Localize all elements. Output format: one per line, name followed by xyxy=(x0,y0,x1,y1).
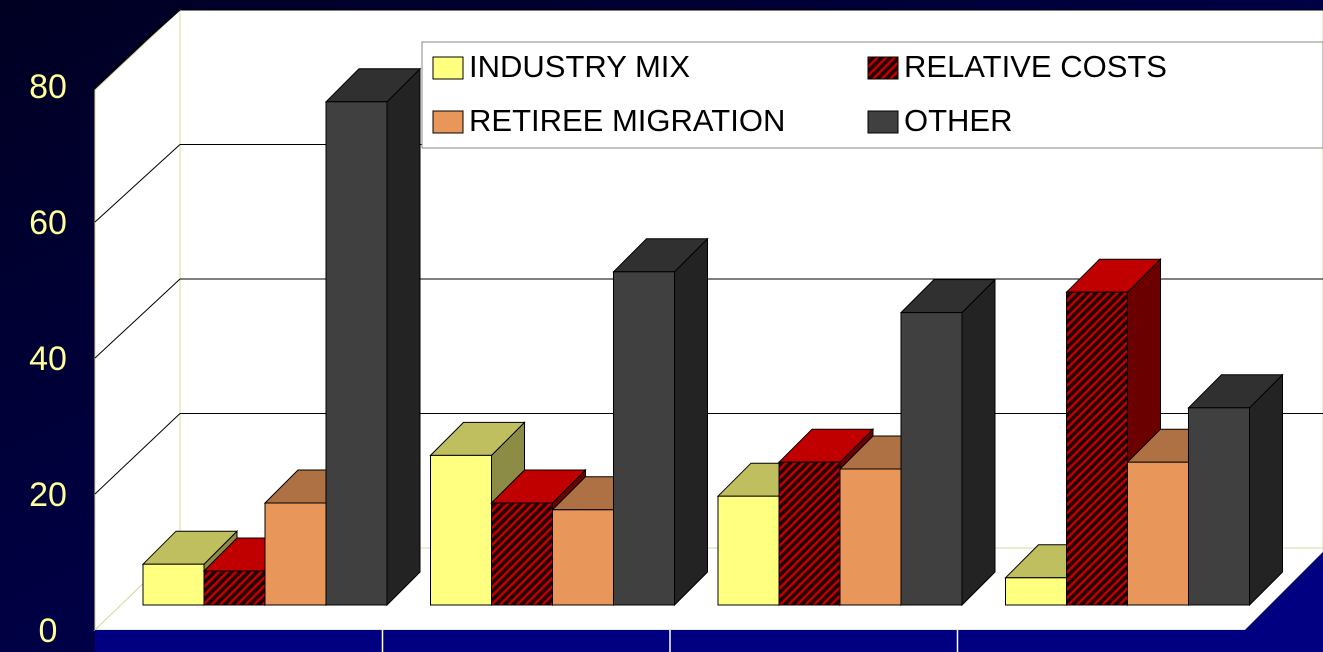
y-tick-label: 60 xyxy=(29,204,67,242)
bar xyxy=(717,495,780,606)
bar xyxy=(1188,407,1250,606)
grid-line xyxy=(94,144,181,223)
legend-label: RETIREE MIGRATION xyxy=(469,103,785,138)
legend-swatch xyxy=(432,110,464,134)
legend-swatch xyxy=(867,56,899,80)
bar xyxy=(900,312,963,606)
floor-side xyxy=(1245,552,1323,652)
bar-side xyxy=(674,237,708,607)
bar xyxy=(264,502,327,606)
grid-line xyxy=(94,413,181,495)
y-tick-label: 80 xyxy=(29,68,67,106)
bar xyxy=(430,454,492,606)
bar xyxy=(491,502,553,606)
legend-label: INDUSTRY MIX xyxy=(469,49,690,84)
legend-swatch xyxy=(867,110,899,134)
legend-label: RELATIVE COSTS xyxy=(904,49,1167,84)
bar xyxy=(1005,577,1067,606)
bar xyxy=(839,468,902,606)
bar xyxy=(325,101,388,606)
bar xyxy=(613,271,675,606)
y-tick-label: 40 xyxy=(29,340,67,378)
bar xyxy=(142,563,205,606)
bar-side xyxy=(961,278,996,607)
bar-side xyxy=(386,67,421,607)
grid-line xyxy=(94,278,181,359)
side-wall xyxy=(94,8,181,632)
bar-side xyxy=(1249,373,1283,607)
y-tick-label: 20 xyxy=(29,476,67,514)
bar xyxy=(552,509,614,606)
bar xyxy=(1127,461,1189,606)
bar xyxy=(778,461,841,606)
bar xyxy=(1066,291,1128,606)
bar xyxy=(203,570,266,606)
legend-swatch xyxy=(432,56,464,80)
legend-label: OTHER xyxy=(904,103,1013,138)
grid-line xyxy=(94,9,181,87)
y-tick-label: 0 xyxy=(39,612,58,650)
